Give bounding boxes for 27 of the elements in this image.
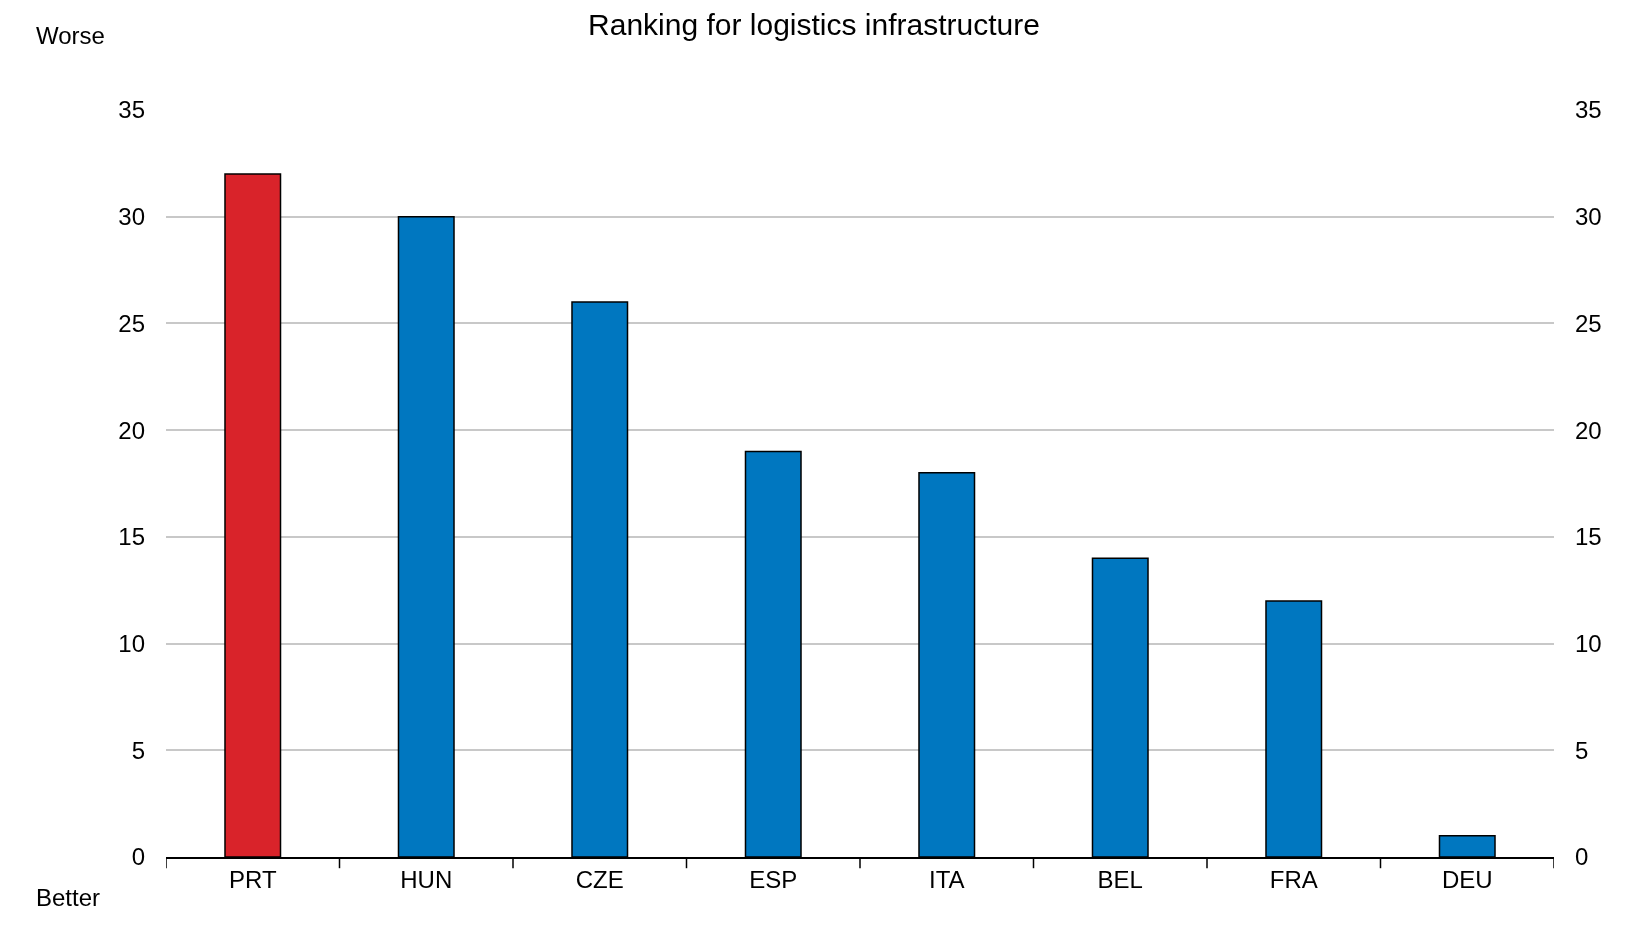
x-tick-label: BEL [1097,865,1143,893]
y2-tick-label: 30 [1575,203,1602,231]
y2-tick-label: 20 [1575,416,1602,444]
y-tick-label: 20 [118,416,145,444]
text: Worse [36,22,105,49]
x-tick-label: ITA [928,865,965,893]
text: Better [36,884,101,911]
x-tick-label: DEU [1441,865,1493,893]
x-tick-label: FRA [1269,865,1318,893]
y2-tick-label: 10 [1575,629,1602,657]
y2-tick-label: 35 [1575,96,1602,124]
x-tick-label: ESP [749,865,798,893]
y2-tick-label: 0 [1575,843,1589,871]
x-tick-label: PRT [228,865,277,893]
y2-tick-label: 25 [1575,309,1602,337]
y2-tick-label: 15 [1575,523,1602,551]
x-tick-label: CZE [575,865,624,893]
y-tick-label: 25 [118,309,145,337]
y-tick-label: 35 [118,96,145,124]
y-tick-label: 15 [118,523,145,551]
y-tick-label: 10 [118,629,145,657]
y-tick-label: 5 [131,736,145,764]
y-tick-label: 30 [118,203,145,231]
x-tick-label: HUN [400,865,453,893]
y2-tick-label: 5 [1575,736,1589,764]
chart-title: Ranking for logistics infrastructure [588,7,1040,41]
y-tick-label: 0 [131,843,145,871]
